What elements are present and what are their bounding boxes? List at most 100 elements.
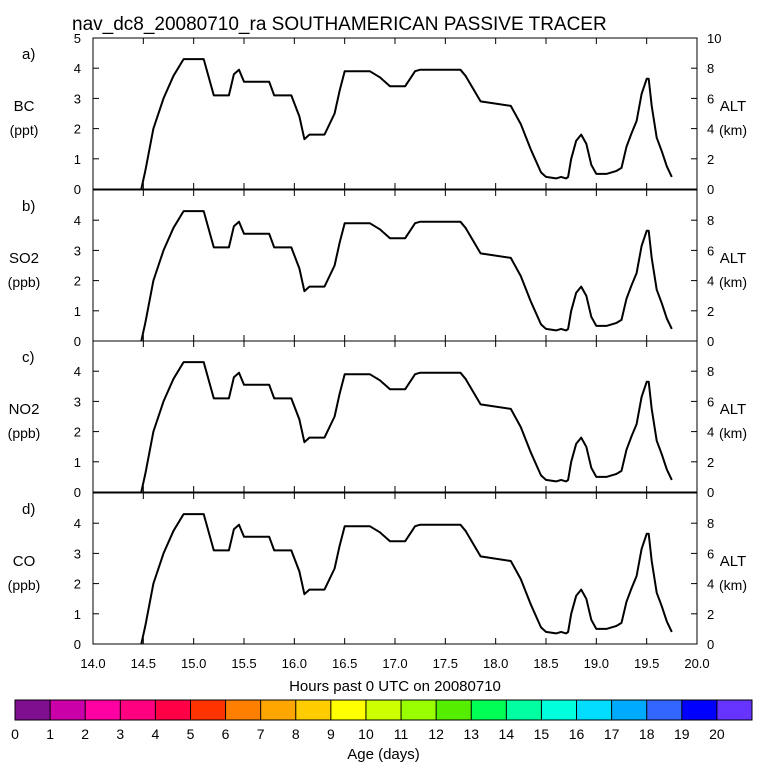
x-tick-label: 19.5 — [634, 656, 659, 671]
colorbar-tick-label: 1 — [46, 726, 54, 742]
y-tick-label: 1 — [74, 455, 81, 470]
colorbar-tick-label: 20 — [709, 726, 725, 742]
x-tick-label: 14.0 — [80, 656, 105, 671]
y2-tick-label: 8 — [707, 516, 714, 531]
panel-label: d) — [22, 501, 35, 518]
y2-tick-label: 4 — [707, 577, 714, 592]
y-tick-label: 4 — [74, 213, 81, 228]
y2-tick-label: 0 — [707, 485, 714, 500]
colorbar-swatch — [295, 700, 332, 720]
y2-axis-label: ALT — [720, 98, 746, 115]
colorbar-swatch — [120, 700, 156, 720]
colorbar-swatch — [260, 700, 297, 720]
colorbar-swatch — [576, 700, 612, 720]
y-tick-label: 2 — [74, 274, 81, 289]
y-axis-label: NO2 — [9, 401, 40, 418]
colorbar-tick-label: 8 — [292, 726, 300, 742]
y2-tick-label: 6 — [707, 394, 714, 409]
altitude-line — [140, 513, 673, 645]
colorbar-swatch — [471, 700, 507, 720]
y-tick-label: 1 — [74, 304, 81, 319]
y-axis-unit: (ppt) — [10, 122, 39, 138]
panel-label: a) — [22, 46, 35, 63]
y2-tick-label: 2 — [707, 152, 714, 167]
colorbar-label: Age (days) — [347, 746, 420, 763]
panel-3: 0 1 2 3 4 0 2 4 6 8 c) NO2 (ppb) ALT (km) — [8, 340, 747, 500]
y-axis-unit: (ppb) — [8, 274, 41, 290]
x-axis: 14.0 14.5 15.0 15.5 16.0 16.5 17.0 17.5 18.0 18.5… — [80, 656, 709, 695]
panel-1: 0 1 2 3 4 5 0 2 4 6 8 10 a) BC (ppt) ALT (km) — [10, 31, 747, 197]
altitude-line — [140, 361, 673, 493]
colorbar-tick-label: 5 — [187, 726, 195, 742]
y-tick-label: 0 — [74, 485, 81, 500]
y-tick-label: 4 — [74, 516, 81, 531]
colorbar-tick-label: 2 — [81, 726, 89, 742]
panel-label: b) — [22, 198, 35, 215]
y-tick-label: 5 — [74, 31, 81, 46]
y2-tick-label: 8 — [707, 364, 714, 379]
altitude-line — [140, 58, 673, 190]
colorbar-swatch — [401, 700, 437, 720]
panels: 0123450246810a)BC(ppt)ALT(km)0123402468b… — [8, 31, 747, 652]
colorbar-tick-label: 16 — [569, 726, 585, 742]
y2-axis-label: ALT — [720, 401, 746, 418]
y-tick-label: 3 — [74, 91, 81, 106]
x-tick-label: 16.0 — [282, 656, 307, 671]
colorbar-swatch — [541, 700, 577, 720]
y2-axis-unit: (km) — [719, 122, 747, 138]
x-tick-label: 17.5 — [433, 656, 458, 671]
y2-axis-unit: (km) — [719, 425, 747, 441]
colorbar-tick-label: 0 — [11, 726, 19, 742]
colorbar-swatch — [50, 700, 86, 720]
y-tick-label: 2 — [74, 425, 81, 440]
colorbar-swatch — [611, 700, 648, 720]
colorbar-swatch — [681, 700, 718, 720]
y-tick-label: 1 — [74, 607, 81, 622]
x-tick-label: 18.5 — [533, 656, 558, 671]
y2-tick-label: 4 — [707, 425, 714, 440]
y-tick-label: 3 — [74, 394, 81, 409]
colorbar-tick-label: 3 — [116, 726, 124, 742]
y2-axis-unit: (km) — [719, 274, 747, 290]
x-tick-label: 16.5 — [332, 656, 357, 671]
colorbar-tick-label: 7 — [257, 726, 265, 742]
y2-tick-label: 10 — [707, 31, 721, 46]
colorbar-tick-label: 9 — [327, 726, 335, 742]
y2-tick-label: 6 — [707, 546, 714, 561]
y-tick-label: 4 — [74, 61, 81, 76]
y-axis-label: SO2 — [9, 250, 39, 267]
colorbar-swatch — [155, 700, 191, 720]
colorbar-tick-label: 15 — [534, 726, 550, 742]
colorbar-swatch — [436, 700, 472, 720]
y-axis-label: BC — [14, 98, 35, 115]
y2-tick-label: 6 — [707, 91, 714, 106]
y-tick-label: 1 — [74, 152, 81, 167]
y-axis-label: CO — [13, 553, 36, 570]
x-tick-label: 20.0 — [684, 656, 709, 671]
y2-tick-label: 2 — [707, 607, 714, 622]
colorbar-swatch — [365, 700, 402, 720]
y2-tick-label: 8 — [707, 61, 714, 76]
y2-tick-label: 4 — [707, 274, 714, 289]
y2-axis-label: ALT — [720, 250, 746, 267]
colorbar-swatch — [716, 700, 753, 720]
y2-axis-label: ALT — [720, 553, 746, 570]
x-tick-label: 17.0 — [382, 656, 407, 671]
colorbar-tick-label: 10 — [358, 726, 374, 742]
y-axis-unit: (ppb) — [8, 425, 41, 441]
y-tick-label: 0 — [74, 334, 81, 349]
y2-tick-label: 8 — [707, 213, 714, 228]
y2-tick-label: 6 — [707, 243, 714, 258]
colorbar-tick-label: 14 — [499, 726, 515, 742]
colorbar-tick-label: 17 — [604, 726, 620, 742]
colorbar-tick-label: 19 — [674, 726, 690, 742]
y-tick-label: 2 — [74, 577, 81, 592]
y-tick-label: 3 — [74, 243, 81, 258]
y2-tick-label: 2 — [707, 455, 714, 470]
y-axis-unit: (ppb) — [8, 577, 41, 593]
figure-title: nav_dc8_20080710_ra SOUTHAMERICAN PASSIV… — [72, 14, 607, 35]
colorbar-tick-label: 12 — [428, 726, 444, 742]
y2-tick-label: 2 — [707, 304, 714, 319]
y-tick-label: 0 — [74, 182, 81, 197]
y2-tick-label: 0 — [707, 182, 714, 197]
